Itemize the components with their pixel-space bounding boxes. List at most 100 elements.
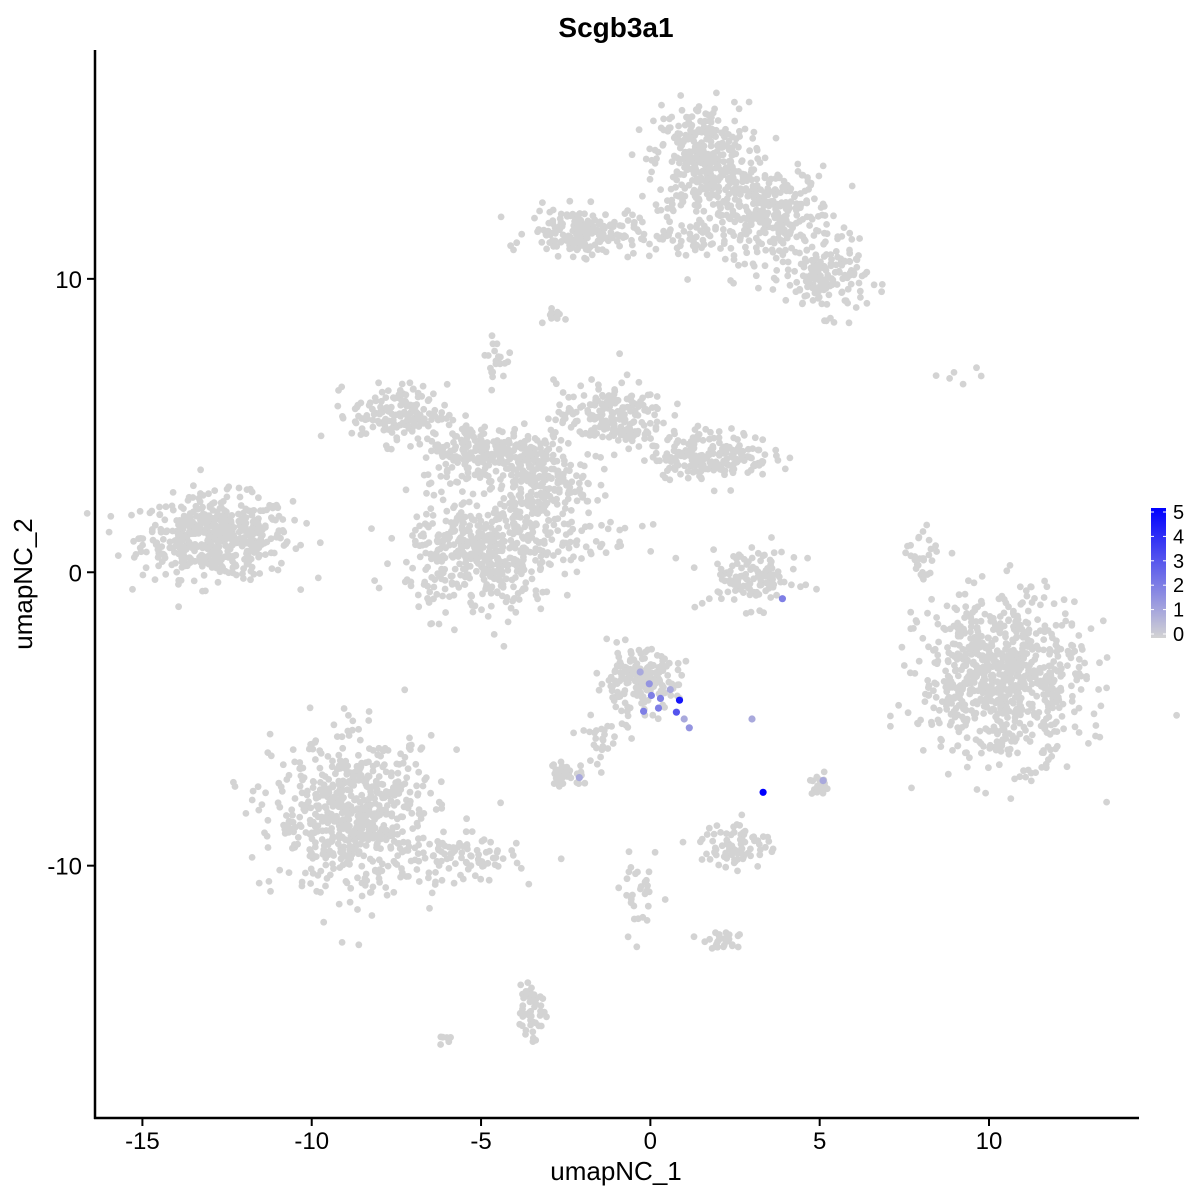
cell-point	[489, 549, 497, 557]
cell-point	[1052, 621, 1060, 629]
cell-point	[684, 468, 692, 475]
cell-point	[343, 770, 351, 778]
cell-point	[639, 192, 646, 200]
cell-point	[928, 595, 935, 603]
cell-point	[402, 486, 410, 494]
cell-point	[190, 482, 197, 490]
cell-point	[394, 769, 402, 777]
cell-point	[563, 211, 571, 219]
cell-point	[489, 854, 497, 862]
cell-point	[715, 183, 723, 191]
cell-point	[458, 501, 466, 508]
cell-point	[616, 350, 623, 358]
cell-point	[809, 297, 817, 304]
cell-point	[1048, 752, 1056, 760]
cell-point	[556, 215, 564, 223]
cell-point	[696, 472, 703, 480]
cell-point	[767, 558, 775, 566]
cell-point	[618, 379, 626, 387]
cell-point	[681, 121, 689, 129]
cell-point	[477, 440, 485, 447]
cell-point	[459, 875, 467, 883]
cell-point	[749, 260, 757, 268]
cell-point	[603, 424, 611, 432]
cell-point	[509, 597, 516, 605]
cell-point	[416, 553, 424, 561]
cell-point	[566, 538, 574, 546]
cell-point	[425, 596, 432, 604]
cell-point	[175, 603, 183, 611]
cell-point	[492, 467, 500, 475]
cell-point	[463, 552, 470, 559]
cell-point	[735, 105, 743, 113]
cell-point	[914, 720, 922, 728]
cell-point	[904, 709, 912, 717]
cell-point	[364, 836, 372, 844]
cell-point	[617, 542, 625, 550]
cell-point	[289, 811, 296, 819]
cell-point	[214, 578, 222, 586]
cell-point	[453, 746, 460, 753]
cell-point	[424, 435, 431, 443]
cell-point	[520, 556, 527, 564]
cell-point	[855, 279, 863, 287]
cell-point	[400, 408, 408, 416]
cell-point	[365, 829, 373, 837]
cell-point	[587, 711, 595, 719]
cell-point	[487, 602, 495, 610]
cell-point	[960, 625, 967, 633]
cell-point	[369, 416, 377, 424]
cell-point	[412, 760, 420, 768]
cell-point	[759, 470, 766, 478]
cell-point	[630, 418, 638, 426]
cell-point	[720, 141, 727, 149]
cell-point	[973, 648, 980, 655]
cell-point	[507, 471, 515, 479]
cell-point	[834, 253, 841, 261]
cell-point	[742, 215, 749, 223]
cell-point	[493, 446, 500, 453]
cell-point	[556, 401, 563, 409]
cell-point	[484, 613, 492, 620]
cell-point	[456, 839, 463, 847]
cell-point	[570, 420, 578, 428]
cell-point	[570, 729, 577, 737]
cell-point	[451, 565, 459, 573]
cell-point	[799, 299, 806, 307]
cell-point	[438, 804, 446, 812]
cell-point	[726, 179, 734, 187]
cell-point	[932, 693, 940, 701]
cell-point	[628, 399, 636, 406]
cell-point	[485, 461, 493, 469]
cell-point	[484, 352, 492, 359]
cell-point	[717, 151, 725, 159]
cell-point	[428, 574, 436, 581]
cell-point	[426, 588, 434, 596]
cell-point	[647, 548, 655, 555]
cell-point	[625, 445, 633, 453]
cell-point	[426, 840, 433, 848]
cell-point	[211, 487, 219, 494]
cell-point	[595, 686, 603, 694]
cell-point	[784, 207, 792, 215]
cell-point	[579, 430, 586, 438]
cell-point	[592, 452, 600, 460]
cell-point	[247, 576, 254, 584]
cell-point	[589, 212, 597, 220]
cell-point	[712, 225, 719, 233]
cell-point	[700, 455, 708, 463]
cell-point	[627, 648, 635, 655]
cell-point	[347, 884, 355, 892]
cell-point	[688, 113, 696, 120]
cell-point	[204, 544, 211, 551]
cell-point	[274, 799, 282, 807]
cell-point	[463, 815, 470, 823]
cell-point	[1075, 632, 1083, 639]
cell-point	[750, 166, 758, 174]
cell-point	[322, 882, 329, 890]
cell-point	[516, 513, 524, 521]
cell-point	[309, 745, 317, 753]
cell-point	[248, 488, 256, 496]
cell-point	[1103, 684, 1110, 692]
